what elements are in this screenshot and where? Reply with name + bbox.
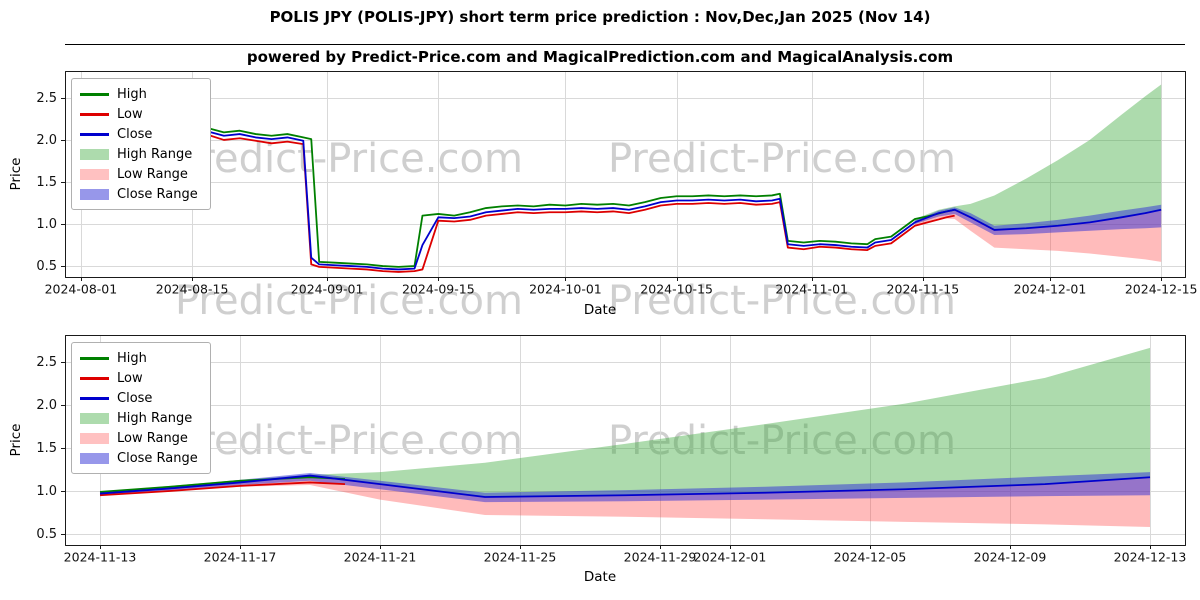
legend-line-swatch [80,356,109,360]
top-x-axis-label: Date [583,302,617,318]
title-divider [65,44,1185,45]
legend-line-swatch [80,376,109,380]
legend-item-low: Low [80,106,198,122]
legend-item-high-range: High Range [80,410,198,426]
legend-band-swatch [80,452,109,464]
bottom-chart: Price Date High Low Close High Range Low Ran… [0,322,1200,600]
legend-band-swatch [80,432,109,444]
top-y-axis-label: Price [8,157,24,191]
legend-label: High Range [117,410,193,426]
legend-item-low: Low [80,370,198,386]
legend-label: High [117,86,147,102]
legend-item-high: High [80,350,198,366]
legend-item-low-range: Low Range [80,166,198,182]
legend-line-swatch [80,396,109,400]
legend-item-high: High [80,86,198,102]
bottom-x-axis-label: Date [583,569,617,585]
legend-label: Low [117,370,143,386]
legend-band-swatch [80,148,109,160]
legend-band-swatch [80,188,109,200]
legend-line-swatch [80,132,109,136]
legend-item-low-range: Low Range [80,430,198,446]
legend-label: High Range [117,146,193,162]
legend-item-high-range: High Range [80,146,198,162]
legend-label: Low Range [117,166,188,182]
legend-label: Close Range [117,450,198,466]
legend-label: High [117,350,147,366]
legend-label: Close Range [117,186,198,202]
legend-item-close-range: Close Range [80,450,198,466]
legend-label: Close [117,390,153,406]
legend-line-swatch [80,92,109,96]
top-legend: High Low Close High Range Low Range Close Ran… [71,78,211,210]
legend-label: Low Range [117,430,188,446]
legend-item-close-range: Close Range [80,186,198,202]
legend-line-swatch [80,112,109,116]
chart-title: POLIS JPY (POLIS-JPY) short term price p… [269,8,931,26]
bottom-legend: High Low Close High Range Low Range Close Ran… [71,342,211,474]
legend-item-close: Close [80,390,198,406]
legend-band-swatch [80,168,109,180]
chart-subtitle: powered by Predict-Price.com and Magical… [246,48,954,66]
legend-label: Low [117,106,143,122]
top-chart: POLIS JPY (POLIS-JPY) short term price p… [0,0,1200,322]
legend-label: Close [117,126,153,142]
legend-band-swatch [80,412,109,424]
legend-item-close: Close [80,126,198,142]
bottom-y-axis-label: Price [8,423,24,457]
